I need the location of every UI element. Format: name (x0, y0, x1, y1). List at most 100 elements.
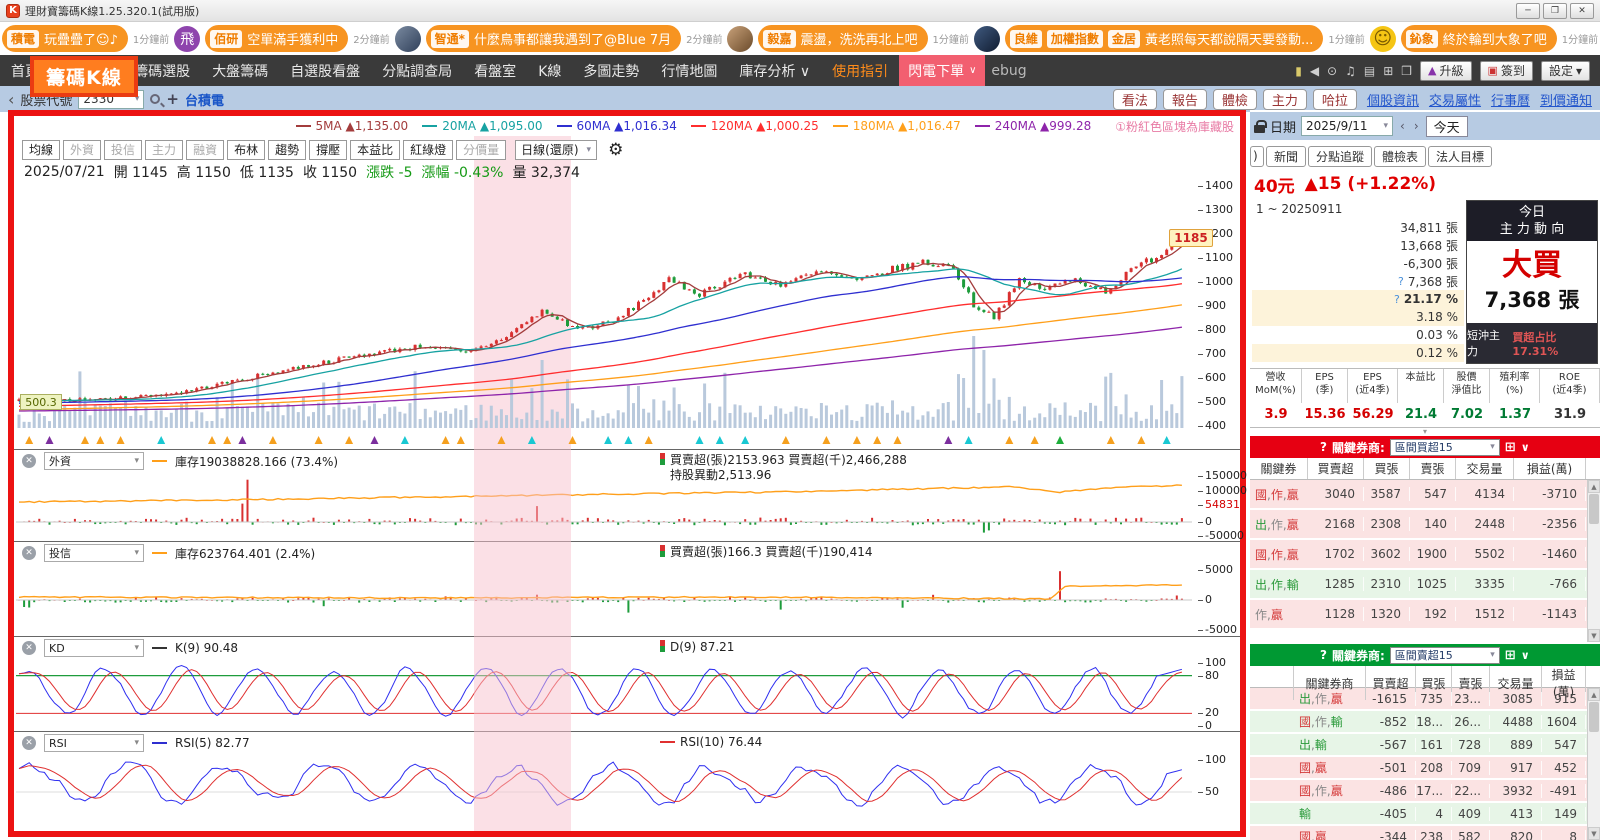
help-icon[interactable]: ? (1393, 292, 1400, 306)
toolbar-icon-6[interactable]: ❒ (1401, 63, 1413, 78)
notification-pill[interactable]: 毅嘉 震盪，洗洗再北上吧 (758, 25, 928, 52)
user-avatar[interactable]: 飛 (174, 25, 201, 52)
flash-order-button[interactable]: 閃電下單 ∨ (899, 55, 986, 86)
scroll-down-button[interactable]: ▼ (1588, 827, 1600, 840)
menu-item-2[interactable]: 籌碼選股 (134, 63, 191, 80)
notification-pill[interactable]: 智通* 什麼鳥事都讓我遇到了@Blue 7月 (425, 25, 682, 52)
prev-day-button[interactable]: ‹ (1400, 119, 1405, 133)
close-icon[interactable]: ✕ (22, 454, 36, 468)
toolbar-button-布林[interactable]: 布林 (227, 139, 266, 160)
indicator-select[interactable]: RSI ▾ (44, 734, 144, 752)
toolbar-button-分價量[interactable]: 分價量 (456, 139, 507, 160)
close-icon[interactable]: ✕ (22, 546, 36, 560)
menu-item-8[interactable]: 多圖走勢 (583, 63, 640, 80)
menu-item-10[interactable]: 庫存分析 ∨ (739, 63, 811, 80)
subheader-button-3[interactable]: 主力 (1262, 88, 1307, 110)
menu-item-3[interactable]: 大盤籌碼 (212, 63, 269, 80)
tab-stub[interactable]: ) (1250, 145, 1264, 167)
toolbar-button-撐壓[interactable]: 撐壓 (309, 139, 348, 160)
scroll-up-button[interactable]: ▲ (1588, 480, 1600, 493)
menu-item-6[interactable]: 看盤室 (474, 63, 517, 80)
main-kline-chart[interactable] (16, 182, 1192, 449)
subheader-button-1[interactable]: 報告 (1162, 88, 1207, 110)
table-row[interactable]: 國,贏 -501 208 709 917 452 (1250, 757, 1600, 780)
user-avatar[interactable]: ☺ (1369, 25, 1396, 52)
subheader-button-2[interactable]: 體檢 (1212, 88, 1257, 110)
user-avatar[interactable] (727, 25, 754, 52)
toolbar-icon-3[interactable]: ♫ (1345, 63, 1356, 78)
user-avatar[interactable] (973, 25, 1000, 52)
toolbar-icon-2[interactable]: ⊙ (1327, 63, 1338, 78)
stock-name[interactable]: 台積電 (185, 93, 225, 109)
notification-pill[interactable]: 良維 加權指數 金居 黃老照每天都說隔天要發動... (1004, 25, 1324, 52)
toolbar-button-紅綠燈[interactable]: 紅綠燈 (403, 139, 454, 160)
menu-item-4[interactable]: 自選股看盤 (290, 63, 361, 80)
buy-range-select[interactable]: 區間買超15 ▾ (1389, 438, 1500, 456)
period-select[interactable]: 日線(還原) ▾ (515, 139, 598, 160)
scroll-down-button[interactable]: ▼ (1588, 629, 1600, 642)
scrollbar[interactable]: ▲ ▼ (1587, 688, 1600, 840)
table-row[interactable]: 國,作,輸 -852 18... 26... 4488 1604 (1250, 711, 1600, 734)
scroll-up-button[interactable]: ▲ (1588, 688, 1600, 701)
menu-item-5[interactable]: 分點調查局 (382, 63, 453, 80)
toolbar-icon-0[interactable]: ▮ (1295, 63, 1302, 78)
subheader-button-0[interactable]: 看法 (1112, 88, 1157, 110)
menu-button-升級[interactable]: ▲ 升級 (1420, 60, 1472, 81)
next-day-button[interactable]: › (1413, 119, 1419, 133)
indicator-select[interactable]: 外資 ▾ (44, 452, 144, 470)
restore-button[interactable]: ❐ (1543, 2, 1567, 19)
tab-3[interactable]: 法人目標 (1428, 145, 1493, 167)
table-row[interactable]: 國,作,贏 -486 17... 22... 3932 -491 (1250, 780, 1600, 803)
menu-button-簽到[interactable]: ▣ 簽到 (1479, 60, 1533, 81)
toolbar-button-趨勢[interactable]: 趨勢 (268, 139, 307, 160)
sell-range-select[interactable]: 區間賣超15 ▾ (1389, 646, 1500, 664)
tab-0[interactable]: 新聞 (1266, 145, 1307, 167)
add-stock-button[interactable]: + (166, 90, 179, 108)
toolbar-button-外資[interactable]: 外資 (63, 139, 102, 160)
minimize-button[interactable]: ─ (1516, 2, 1540, 19)
close-icon[interactable]: ✕ (22, 641, 36, 655)
menu-item-9[interactable]: 行情地圖 (661, 63, 718, 80)
notification-pill[interactable]: 佰研 空單滿手獲利中 (205, 25, 349, 52)
back-arrow-icon[interactable]: ‹ (8, 89, 15, 109)
chevron-down-icon[interactable]: ∨ (1520, 648, 1530, 662)
help-icon[interactable]: ? (1397, 274, 1404, 288)
table-row[interactable]: 出,輸 -567 161 728 889 547 (1250, 734, 1600, 757)
table-row[interactable]: 作,贏 1128 1320 192 1512 -1143 (1250, 600, 1600, 630)
toolbar-icon-4[interactable]: ▤ (1363, 63, 1376, 78)
lock-icon[interactable] (1254, 119, 1267, 133)
table-row[interactable]: 出,作,贏 -1615 735 23... 3085 915 (1250, 688, 1600, 711)
search-icon[interactable] (150, 94, 161, 104)
scroll-thumb[interactable] (1589, 702, 1599, 732)
table-row[interactable]: 輸 -405 4 409 413 149 (1250, 803, 1600, 826)
toolbar-button-本益比[interactable]: 本益比 (350, 139, 401, 160)
menu-item-7[interactable]: K線 (538, 63, 562, 80)
help-icon[interactable]: ? (1320, 440, 1327, 454)
tab-2[interactable]: 體檢表 (1374, 145, 1427, 167)
notification-pill[interactable]: 鈊象 終於輪到大象了吧 (1400, 25, 1557, 52)
scrollbar[interactable]: ▲ ▼ (1587, 480, 1600, 642)
splitter-handle[interactable]: ▾ (1422, 427, 1427, 436)
subheader-link-1[interactable]: 交易屬性 (1428, 93, 1481, 109)
user-avatar[interactable] (394, 25, 421, 52)
indicator-select[interactable]: KD ▾ (44, 639, 144, 657)
toolbar-icon-1[interactable]: ◀ (1309, 63, 1320, 78)
subheader-link-3[interactable]: 到價通知 (1539, 93, 1592, 109)
toolbar-button-主力[interactable]: 主力 (145, 139, 184, 160)
notification-pill[interactable]: 積電 玩疊疊了☺♪ (2, 25, 128, 52)
help-icon[interactable]: ? (1320, 648, 1327, 662)
gear-icon[interactable]: ⚙ (608, 139, 624, 160)
close-icon[interactable]: ✕ (22, 736, 36, 750)
scroll-thumb[interactable] (1589, 494, 1599, 524)
toolbar-button-投信[interactable]: 投信 (104, 139, 143, 160)
table-row[interactable]: 出,作,贏 2168 2308 140 2448 -2356 (1250, 510, 1600, 540)
subheader-link-0[interactable]: 個股資訊 (1366, 93, 1419, 109)
table-row[interactable]: 國,作,贏 1702 3602 1900 5502 -1460 (1250, 540, 1600, 570)
close-button[interactable]: ✕ (1570, 2, 1594, 19)
menu-button-設定[interactable]: 設定 ▾ (1540, 60, 1590, 81)
subheader-link-2[interactable]: 行事曆 (1490, 93, 1530, 109)
toolbar-button-均線[interactable]: 均線 (22, 139, 61, 160)
toolbar-icon-5[interactable]: ⊞ (1383, 63, 1394, 78)
grid-icon[interactable]: ⊞ (1504, 439, 1516, 455)
today-button[interactable]: 今天 (1425, 115, 1468, 137)
